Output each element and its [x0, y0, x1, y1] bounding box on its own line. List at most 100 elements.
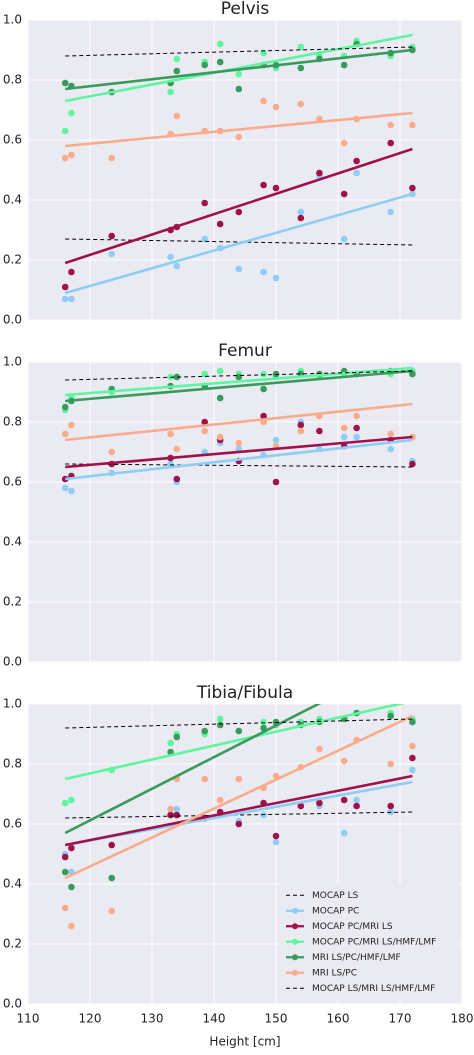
data-point [108, 154, 115, 162]
legend-box [280, 883, 458, 1000]
fit-line [65, 438, 413, 481]
legend-label: MOCAP LS/MRI LS/HMF/LMF [312, 984, 435, 994]
data-point [173, 811, 181, 819]
data-point [409, 46, 416, 54]
data-point [409, 121, 416, 129]
y-tick-label: 0.8 [3, 73, 22, 87]
data-point [61, 295, 69, 303]
data-point [201, 427, 208, 435]
data-point [108, 841, 115, 849]
fit-line [65, 435, 413, 469]
data-point [272, 103, 280, 111]
legend-label: MOCAP LS [312, 891, 359, 901]
data-point [173, 373, 181, 381]
data-point [173, 262, 181, 270]
legend-marker [292, 907, 298, 914]
data-point [235, 775, 243, 783]
y-tick-label: 0.0 [3, 655, 22, 669]
data-point [387, 802, 395, 810]
y-tick-label: 0.4 [3, 193, 22, 207]
data-point [201, 199, 208, 207]
data-point [409, 460, 416, 468]
data-point [61, 127, 69, 135]
data-point [61, 403, 69, 411]
fit-line [65, 369, 413, 403]
y-tick-label: 0.8 [3, 757, 22, 771]
plot-background [28, 362, 462, 662]
x-tick-label: 160 [327, 1012, 350, 1026]
data-point [409, 766, 416, 774]
data-point [68, 922, 75, 930]
legend-marker [292, 954, 298, 961]
data-point [216, 796, 224, 804]
legend-label: MOCAP PC/MRI LS [312, 922, 393, 932]
y-tick-label: 1.0 [3, 355, 22, 369]
fit-line [65, 111, 413, 148]
x-axis-label: Height [cm] [209, 1035, 280, 1049]
data-point [272, 478, 280, 486]
data-point [167, 460, 174, 468]
data-point [272, 274, 280, 282]
data-point [68, 796, 75, 804]
data-point [340, 235, 348, 243]
data-point [216, 367, 224, 375]
data-point [340, 796, 348, 804]
data-point [173, 445, 181, 453]
data-point [201, 727, 208, 735]
data-point [387, 712, 395, 720]
data-point [201, 418, 208, 426]
y-tick-label: 0.2 [3, 595, 22, 609]
data-point [316, 799, 323, 807]
x-tick-label: 120 [79, 1012, 102, 1026]
data-point [173, 475, 181, 483]
panel-title: Femur [218, 341, 272, 361]
data-point [340, 433, 348, 441]
data-point [353, 433, 360, 441]
data-point [340, 190, 348, 198]
fit-line [64, 704, 405, 781]
data-point [272, 436, 280, 444]
data-point [297, 208, 305, 216]
plot-marks [61, 366, 416, 495]
data-point [61, 430, 69, 438]
data-point [61, 154, 69, 162]
data-point [216, 721, 224, 729]
data-point [216, 433, 224, 441]
data-point [409, 742, 416, 750]
data-point [260, 181, 267, 189]
data-point [260, 412, 267, 420]
fit-line [65, 463, 413, 468]
data-point [201, 775, 208, 783]
data-point [235, 727, 243, 735]
data-point [201, 235, 208, 243]
data-point [173, 805, 181, 813]
legend-marker [292, 969, 298, 976]
data-point [235, 439, 243, 447]
fit-line [64, 192, 413, 295]
data-point [167, 811, 174, 819]
data-point [409, 433, 416, 441]
fit-line [65, 46, 413, 57]
y-tick-label: 0.2 [3, 253, 22, 267]
data-point [235, 70, 243, 78]
panel-title: Tibia/Fibula [196, 683, 293, 703]
data-point [68, 844, 75, 852]
data-point [108, 907, 115, 915]
data-point [260, 268, 267, 276]
data-point [260, 370, 267, 378]
data-point [387, 139, 395, 147]
fit-line [64, 33, 413, 103]
legend-label: MRI LS/PC/HMF/LMF [312, 953, 401, 963]
data-point [387, 121, 395, 129]
data-point [260, 718, 267, 726]
x-tick-label: 170 [389, 1012, 412, 1026]
data-point [235, 85, 243, 93]
data-point [173, 67, 181, 75]
data-point [61, 799, 69, 807]
data-point [316, 427, 323, 435]
data-point [61, 484, 69, 492]
data-point [353, 157, 360, 165]
y-tick-label: 0.6 [3, 475, 22, 489]
